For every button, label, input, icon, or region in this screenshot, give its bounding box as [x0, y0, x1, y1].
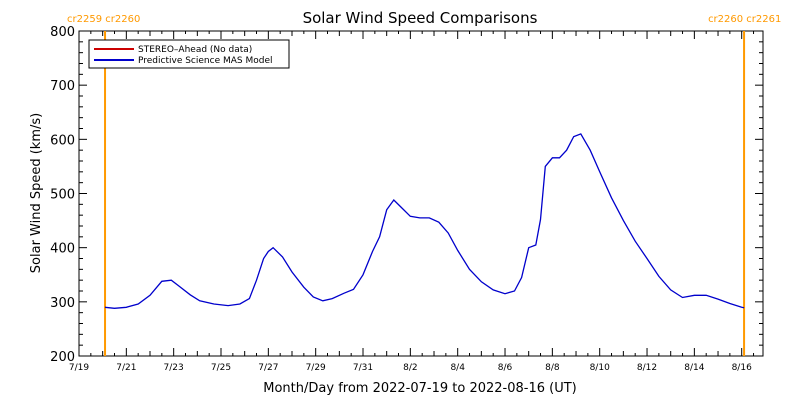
x-axis: 7/19 7/21 7/23 7/25 7/27 7/29 7/31 8/2 8/4 8/6 8/8… — [69, 31, 755, 373]
y-tick-label: 600 — [50, 133, 75, 148]
plot-frame — [78, 30, 764, 357]
x-tick-label: 7/23 — [164, 363, 184, 373]
y-tick-label: 800 — [50, 25, 75, 40]
x-tick-label: 8/16 — [732, 363, 752, 373]
series-layer — [104, 133, 745, 309]
x-tick-label: 7/25 — [211, 363, 231, 373]
x-tick-label: 8/14 — [684, 363, 704, 373]
x-tick-label: 8/8 — [545, 363, 560, 373]
x-axis-label: Month/Day from 2022-07-19 to 2022-08-16 … — [263, 381, 576, 396]
y-axis-label: Solar Wind Speed (km/s) — [29, 113, 44, 273]
x-tick-label: 8/2 — [403, 363, 417, 373]
carrington-marker-label: cr2259 cr2260 — [67, 14, 140, 25]
y-tick-label: 400 — [50, 242, 75, 257]
x-tick-label: 8/10 — [590, 363, 610, 373]
y-tick-label: 500 — [50, 188, 75, 203]
y-axis: 200 300 400 500 600 700 800 — [50, 25, 763, 365]
x-tick-label: 8/12 — [637, 363, 657, 373]
x-tick-label: 8/4 — [450, 363, 465, 373]
legend-box — [88, 39, 290, 69]
y-tick-label: 300 — [50, 296, 75, 311]
series-line — [104, 133, 745, 309]
y-tick-label: 200 — [50, 350, 75, 365]
chart-title: Solar Wind Speed Comparisons — [303, 9, 538, 27]
x-tick-label: 7/21 — [116, 363, 136, 373]
legend-entry: Predictive Science MAS Model — [138, 56, 273, 66]
x-tick-label: 7/29 — [306, 363, 326, 373]
carrington-marker-label: cr2260 cr2261 — [708, 14, 781, 25]
legend: STEREO–Ahead (No data)Predictive Science… — [88, 39, 290, 69]
x-tick-label: 7/31 — [353, 363, 373, 373]
x-tick-label: 8/6 — [498, 363, 513, 373]
legend-entry: STEREO–Ahead (No data) — [138, 45, 252, 55]
y-tick-label: 700 — [50, 79, 75, 94]
carrington-markers: cr2259 cr2260 cr2260 cr2261 — [67, 14, 781, 356]
x-tick-label: 7/19 — [69, 363, 89, 373]
x-tick-label: 7/27 — [258, 363, 278, 373]
